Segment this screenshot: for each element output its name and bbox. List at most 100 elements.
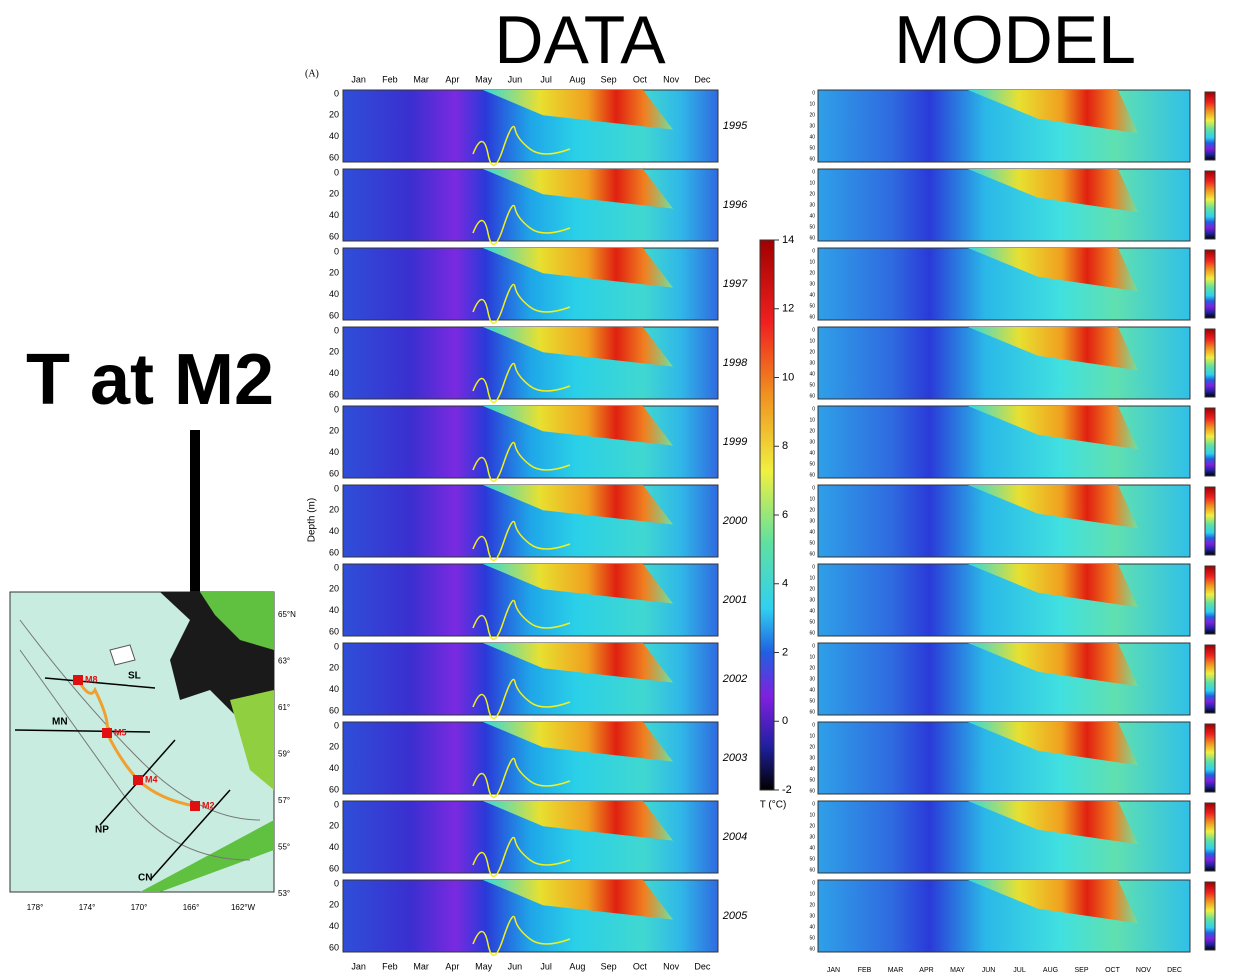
section-label: NP	[95, 825, 109, 836]
station	[190, 801, 200, 811]
section-line	[44, 677, 156, 689]
depth-tick: 60	[329, 626, 339, 636]
depth-tick: 60	[329, 389, 339, 399]
year-label: 1998	[723, 357, 748, 369]
temp-line	[472, 678, 571, 719]
model-colorbar	[1204, 170, 1216, 240]
month-label: Jan	[351, 961, 366, 971]
depth-tick: 60	[329, 784, 339, 794]
model-depth-tick: 50	[809, 619, 815, 625]
model-warm-layer	[968, 801, 1138, 845]
month-label: DEC	[1167, 967, 1182, 974]
month-label: MAR	[888, 967, 904, 974]
month-label: AUG	[1043, 967, 1058, 974]
month-label: Apr	[445, 74, 459, 84]
section-line	[14, 729, 151, 733]
model-depth-tick: 60	[809, 314, 815, 320]
model-depth-tick: 60	[809, 709, 815, 715]
year-label: 2003	[722, 752, 748, 764]
colorbar	[759, 239, 775, 791]
model-depth-tick: 0	[812, 406, 815, 412]
station	[102, 728, 112, 738]
model-warm-layer	[968, 90, 1138, 134]
model-depth-tick: 40	[809, 134, 815, 140]
colorbar-tick-label: 6	[782, 509, 788, 521]
model-depth-tick: 60	[809, 235, 815, 241]
land	[230, 690, 274, 790]
model-depth-tick: 40	[809, 371, 815, 377]
model-warm-layer	[968, 485, 1138, 529]
model-depth-tick: 50	[809, 777, 815, 783]
temp-line	[472, 125, 571, 166]
model-depth-tick: 40	[809, 529, 815, 535]
model-depth-tick: 40	[809, 292, 815, 298]
depth-tick: 20	[329, 347, 339, 357]
colorbar-tick-label: 0	[782, 715, 788, 727]
model-warm-layer	[968, 406, 1138, 450]
warm-layer	[483, 406, 673, 446]
depth-tick: 20	[329, 742, 339, 752]
model-depth-tick: 50	[809, 224, 815, 230]
station-label: M4	[145, 774, 158, 784]
lon-label: 170°	[131, 903, 148, 912]
month-label: May	[475, 74, 493, 84]
colorbar-tick-label: 8	[782, 440, 788, 452]
temp-line	[472, 204, 571, 245]
model-depth-tick: 60	[809, 946, 815, 952]
model-depth-tick: 50	[809, 145, 815, 151]
month-label: JUL	[1013, 967, 1026, 974]
month-label: Sep	[601, 961, 617, 971]
lat-label: 59°	[278, 750, 290, 759]
model-depth-tick: 0	[812, 327, 815, 333]
y-axis-label: Depth (m)	[307, 498, 318, 542]
depth-tick: 40	[329, 210, 339, 220]
section-label: CN	[138, 873, 152, 884]
island	[109, 644, 136, 666]
month-label: Oct	[633, 74, 648, 84]
temp-line	[472, 836, 571, 877]
model-depth-tick: 10	[809, 417, 815, 423]
depth-tick: 0	[334, 562, 339, 572]
model-depth-tick: 30	[809, 360, 815, 366]
temp-line	[472, 599, 571, 640]
model-depth-tick: 10	[809, 654, 815, 660]
model-depth-tick: 10	[809, 259, 815, 265]
warm-layer	[483, 643, 673, 683]
model-depth-tick: 0	[812, 248, 815, 254]
depth-tick: 0	[334, 88, 339, 98]
model-colorbar	[1204, 644, 1216, 714]
model-depth-tick: 50	[809, 382, 815, 388]
warm-layer	[483, 564, 673, 604]
model-depth-tick: 10	[809, 733, 815, 739]
model-title: MODEL	[894, 2, 1136, 78]
model-depth-tick: 40	[809, 213, 815, 219]
model-depth-tick: 50	[809, 698, 815, 704]
colorbar-tick-label: 2	[782, 646, 788, 658]
colorbar-tick-label: 4	[782, 578, 788, 590]
month-label: Apr	[445, 961, 459, 971]
model-depth-tick: 30	[809, 834, 815, 840]
temp-line	[472, 915, 571, 956]
depth-tick: 0	[334, 720, 339, 730]
model-depth-tick: 30	[809, 439, 815, 445]
model-depth-tick: 50	[809, 303, 815, 309]
month-label: Sep	[601, 74, 617, 84]
depth-tick: 60	[329, 310, 339, 320]
depth-tick: 40	[329, 447, 339, 457]
year-label: 1996	[723, 199, 748, 211]
model-depth-tick: 20	[809, 507, 815, 513]
lat-label: 57°	[278, 796, 290, 805]
depth-tick: 20	[329, 505, 339, 515]
model-depth-tick: 50	[809, 540, 815, 546]
month-label: May	[475, 961, 493, 971]
model-depth-tick: 30	[809, 202, 815, 208]
left-title: T at M2	[26, 340, 274, 420]
month-label: Jun	[508, 961, 523, 971]
month-label: Mar	[413, 74, 429, 84]
model-warm-layer	[968, 169, 1138, 213]
model-depth-tick: 30	[809, 597, 815, 603]
station	[133, 775, 143, 785]
colorbar-tick-label: 10	[782, 371, 794, 383]
model-depth-tick: 20	[809, 665, 815, 671]
